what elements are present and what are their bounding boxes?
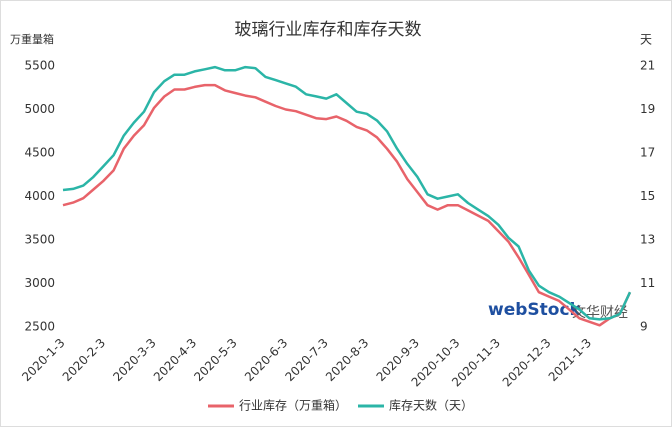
y2-tick-label: 9 (640, 320, 648, 334)
y2-tick-label: 21 (640, 59, 655, 73)
chart-title: 玻璃行业库存和库存天数 (235, 20, 422, 40)
y-tick-label: 5000 (24, 102, 55, 116)
legend-label: 库存天数（天） (389, 398, 473, 413)
y2-tick-label: 17 (640, 146, 655, 160)
y-tick-label: 5500 (24, 59, 55, 73)
y-tick-label: 3500 (24, 233, 55, 247)
y-tick-label: 3000 (24, 276, 55, 290)
y2-axis-label: 天 (640, 33, 652, 47)
y2-tick-label: 13 (640, 233, 655, 247)
y-tick-label: 2500 (24, 320, 55, 334)
y-tick-label: 4500 (24, 146, 55, 160)
line-series (62, 65, 632, 321)
y-axis-label: 万重量箱 (10, 32, 54, 46)
y2-tick-label: 15 (640, 189, 655, 203)
line-series (62, 83, 632, 327)
y2-tick-label: 11 (640, 276, 655, 290)
y2-tick-label: 19 (640, 102, 655, 116)
legend-label: 行业库存（万重箱） (239, 398, 347, 413)
y-tick-label: 4000 (24, 189, 55, 203)
watermark: webStock (488, 300, 582, 320)
